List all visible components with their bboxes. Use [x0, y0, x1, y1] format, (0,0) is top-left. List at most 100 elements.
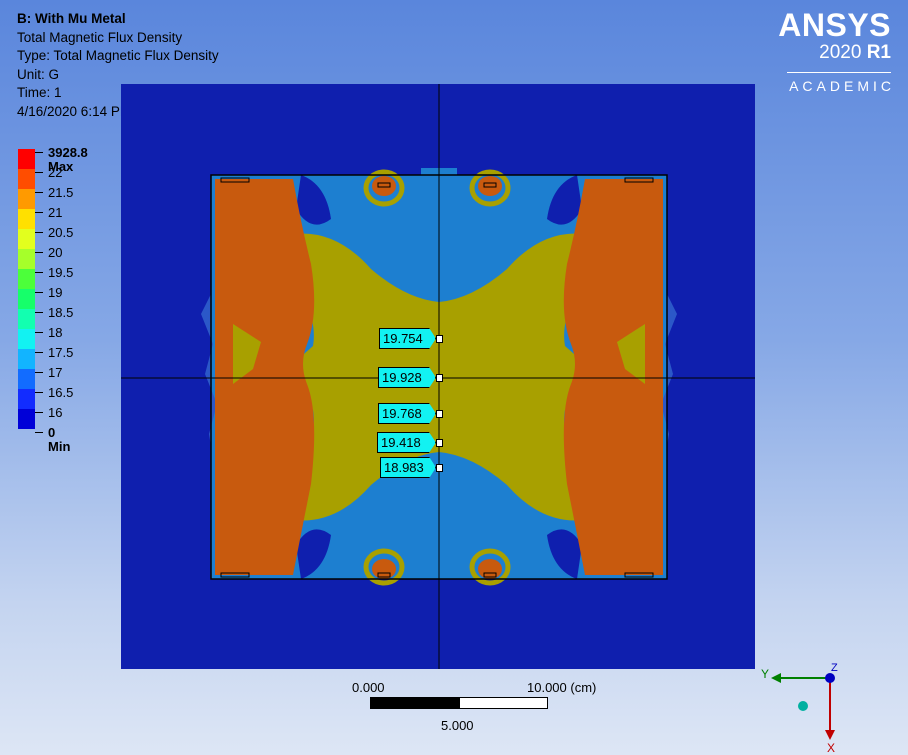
logo-edition: ACADEMIC: [789, 78, 895, 94]
logo-version: 2020 R1: [778, 42, 891, 64]
legend-label: 20: [48, 245, 63, 260]
triad-y-label: Y: [761, 667, 769, 681]
left-edge-olive: [233, 324, 261, 384]
legend-swatch: [18, 329, 35, 349]
legend-swatch: [18, 149, 35, 169]
scale-right-label: 10.000 (cm): [527, 680, 597, 695]
legend-swatch: [18, 249, 35, 269]
spot-ring-top-right: [469, 169, 511, 207]
logo-divider: [787, 72, 891, 73]
triad-z-axis: [825, 673, 835, 683]
right-edge-leak: [661, 294, 677, 446]
legend-tick: [35, 432, 43, 433]
scale-bar-white: [459, 697, 548, 709]
legend-tick: [35, 152, 43, 153]
slot-1: [220, 177, 250, 183]
slot-4: [624, 572, 654, 578]
legend-tick: [35, 212, 43, 213]
hole-top-right: [547, 175, 582, 225]
hole-bottom-left: [296, 529, 331, 579]
legend-tick: [35, 272, 43, 273]
spot-bottom-right: [478, 559, 502, 579]
legend-tick: [35, 372, 43, 373]
hole-top-left: [296, 175, 331, 225]
spot-top-left: [372, 176, 396, 196]
spot-ring-bottom-left: [363, 548, 405, 586]
probe-label[interactable]: 19.768: [378, 403, 436, 424]
legend-label: 19: [48, 285, 63, 300]
right-high-flux-band: [563, 179, 663, 575]
result-unit: Unit: G: [17, 66, 60, 82]
legend-label: 0 Min: [48, 425, 71, 454]
legend-swatch: [18, 289, 35, 309]
probe-marker: [436, 439, 443, 447]
legend-tick: [35, 332, 43, 333]
scale-mid-label: 5.000: [441, 718, 474, 733]
logo-brand: ANSYS: [778, 7, 891, 43]
probe-label[interactable]: 19.754: [379, 328, 436, 349]
hole-bottom-right: [547, 529, 582, 579]
graphics-viewport[interactable]: [121, 84, 755, 669]
legend-swatch: [18, 309, 35, 329]
legend-tick: [35, 292, 43, 293]
triad-x-label: X: [827, 741, 835, 755]
legend-label: 16: [48, 405, 63, 420]
legend-label: 19.5: [48, 265, 74, 280]
legend-swatch: [18, 409, 35, 429]
probe-label[interactable]: 18.983: [380, 457, 436, 478]
legend-label: 18: [48, 325, 63, 340]
legend-swatch: [18, 229, 35, 249]
legend-label: 3928.8 Max: [48, 145, 88, 174]
legend-swatch: [18, 369, 35, 389]
legend-swatch: [18, 349, 35, 369]
slot-3: [220, 572, 250, 578]
legend-swatch: [18, 269, 35, 289]
slot-2: [624, 177, 654, 183]
legend-tick: [35, 312, 43, 313]
axis-triad[interactable]: Y X Z: [755, 660, 855, 755]
result-type: Type: Total Magnetic Flux Density: [17, 48, 219, 64]
spot-ring-bottom-right: [469, 548, 511, 586]
triad-y-arrow: [771, 673, 781, 683]
probe-label[interactable]: 19.928: [378, 367, 436, 388]
legend-tick: [35, 232, 43, 233]
legend-label: 16.5: [48, 385, 74, 400]
probe-marker: [436, 464, 443, 472]
slot-8: [483, 572, 497, 578]
legend-tick: [35, 172, 43, 173]
legend-label: 21.5: [48, 185, 74, 200]
triad-x-arrow: [825, 730, 835, 740]
left-high-flux-band: [215, 179, 315, 575]
triad-isometric-ball[interactable]: [798, 701, 808, 711]
result-time: Time: 1: [17, 85, 62, 101]
legend-tick: [35, 192, 43, 193]
legend-tick: [35, 352, 43, 353]
result-timestamp: 4/16/2020 6:14 PM: [17, 103, 132, 119]
scale-bar-black: [370, 697, 460, 709]
legend-label: 22: [48, 165, 63, 180]
slot-7: [377, 572, 391, 578]
probe-label[interactable]: 19.418: [377, 432, 436, 453]
legend-label: 20.5: [48, 225, 74, 240]
left-edge-leak: [201, 294, 217, 446]
legend-tick: [35, 252, 43, 253]
result-title: B: With Mu Metal: [17, 11, 126, 26]
legend-swatch: [18, 189, 35, 209]
spot-ring-top-left: [363, 169, 405, 207]
result-info: B: With Mu Metal Total Magnetic Flux Den…: [17, 10, 219, 122]
probe-marker: [436, 410, 443, 418]
legend-label: 17: [48, 365, 63, 380]
slot-6: [483, 182, 497, 188]
ansys-logo: ANSYS 2020 R1 ACADEMIC: [778, 8, 891, 94]
probe-marker: [436, 335, 443, 343]
legend-swatch: [18, 389, 35, 409]
legend-label: 18.5: [48, 305, 74, 320]
probe-marker: [436, 374, 443, 382]
legend-tick: [35, 392, 43, 393]
scale-left-label: 0.000: [352, 680, 385, 695]
logo-version-release: R1: [866, 42, 891, 63]
triad-z-label: Z: [831, 662, 838, 674]
legend-swatch: [18, 169, 35, 189]
right-edge-olive: [617, 324, 645, 384]
logo-version-year: 2020: [819, 42, 862, 63]
